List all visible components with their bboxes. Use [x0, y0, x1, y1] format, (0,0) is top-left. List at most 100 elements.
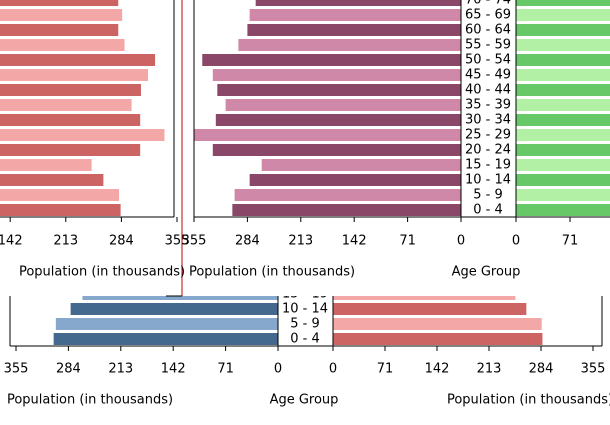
bar [516, 39, 610, 51]
category-label: 25 - 29 [465, 128, 511, 143]
bar [0, 0, 119, 6]
x-tick-label: 71 [399, 234, 416, 249]
bar [516, 69, 610, 81]
category-label: 10 - 14 [465, 173, 511, 188]
x-tick-label: 0 [329, 362, 337, 377]
bar [215, 114, 461, 126]
category-label: 0 - 4 [290, 332, 320, 347]
bar [516, 99, 610, 111]
category-label: 15 - 19 [465, 158, 511, 173]
x-tick-label: 355 [165, 234, 190, 249]
bar [232, 204, 461, 216]
bar [0, 129, 165, 141]
bar [333, 296, 516, 300]
axis-label: Age Group [270, 393, 339, 408]
x-tick-label: 0 [274, 362, 282, 377]
x-tick-label: 142 [161, 362, 186, 377]
x-tick-label: 71 [562, 234, 579, 249]
bar [249, 9, 461, 21]
bar [0, 54, 156, 66]
x-tick-label: 142 [0, 234, 23, 249]
bar [194, 129, 461, 141]
bar [516, 114, 610, 126]
x-tick-label: 355 [581, 362, 606, 377]
category-label: 35 - 39 [465, 98, 511, 113]
bar [516, 0, 610, 6]
bar [225, 99, 461, 111]
bar [247, 24, 461, 36]
x-tick-label: 0 [512, 234, 520, 249]
category-label: 5 - 9 [290, 317, 320, 332]
bar [516, 144, 610, 156]
x-tick-label: 284 [529, 362, 554, 377]
bar [516, 189, 610, 201]
bar [55, 318, 279, 330]
bar [0, 204, 121, 216]
bar [217, 84, 461, 96]
category-label: 15 - 19 [282, 287, 328, 302]
category-label: 5 - 9 [473, 188, 503, 203]
category-label: 70 - 74 [465, 0, 511, 8]
bar [333, 333, 543, 345]
x-tick-label: 284 [56, 362, 81, 377]
bar [333, 303, 527, 315]
category-label: 10 - 14 [282, 302, 328, 317]
axis-label: Population (in thousands) [19, 265, 185, 280]
axis-label: Population (in thousands) [7, 393, 173, 408]
x-tick-label: 284 [109, 234, 134, 249]
plot-area [0, 0, 165, 216]
panel-background [0, 296, 610, 425]
axis-label: Population (in thousands) [447, 393, 610, 408]
x-tick-label: 355 [182, 234, 207, 249]
bar [261, 159, 461, 171]
category-label: 40 - 44 [465, 83, 511, 98]
category-label: 60 - 64 [465, 23, 511, 38]
bar [516, 24, 610, 36]
bar [234, 189, 461, 201]
category-label: 45 - 49 [465, 68, 511, 83]
bar [212, 69, 461, 81]
bar [202, 54, 461, 66]
axis-label: Population (in thousands) [189, 265, 355, 280]
bar [516, 54, 610, 66]
bar [0, 189, 120, 201]
x-tick-label: 284 [235, 234, 260, 249]
bar [82, 296, 278, 300]
bar [0, 9, 123, 21]
category-label: 50 - 54 [465, 53, 511, 68]
bar [516, 129, 610, 141]
x-tick-label: 213 [288, 234, 313, 249]
x-tick-label: 71 [217, 362, 234, 377]
bar [516, 9, 610, 21]
bar [53, 333, 278, 345]
bar [212, 144, 461, 156]
bar [0, 114, 141, 126]
x-tick-label: 0 [457, 234, 465, 249]
bar [516, 84, 610, 96]
x-tick-label: 71 [377, 362, 394, 377]
bar [0, 69, 149, 81]
x-tick-label: 213 [108, 362, 133, 377]
chart-panel: 142 213 284 355 Population (in thousands) [0, 0, 189, 280]
category-label: 20 - 24 [465, 143, 511, 158]
bar [0, 84, 141, 96]
bar [0, 24, 119, 36]
x-tick-label: 142 [425, 362, 450, 377]
bar [238, 39, 461, 51]
bar [333, 318, 542, 330]
bar [70, 303, 279, 315]
bar [0, 99, 132, 111]
bar [0, 144, 141, 156]
bar [516, 204, 610, 216]
category-label: 30 - 34 [465, 113, 511, 128]
axis-label: Age Group [452, 265, 521, 280]
bar [0, 39, 125, 51]
x-tick-label: 142 [342, 234, 367, 249]
bar [249, 174, 461, 186]
x-tick-label: 213 [53, 234, 78, 249]
category-label: 65 - 69 [465, 8, 511, 23]
